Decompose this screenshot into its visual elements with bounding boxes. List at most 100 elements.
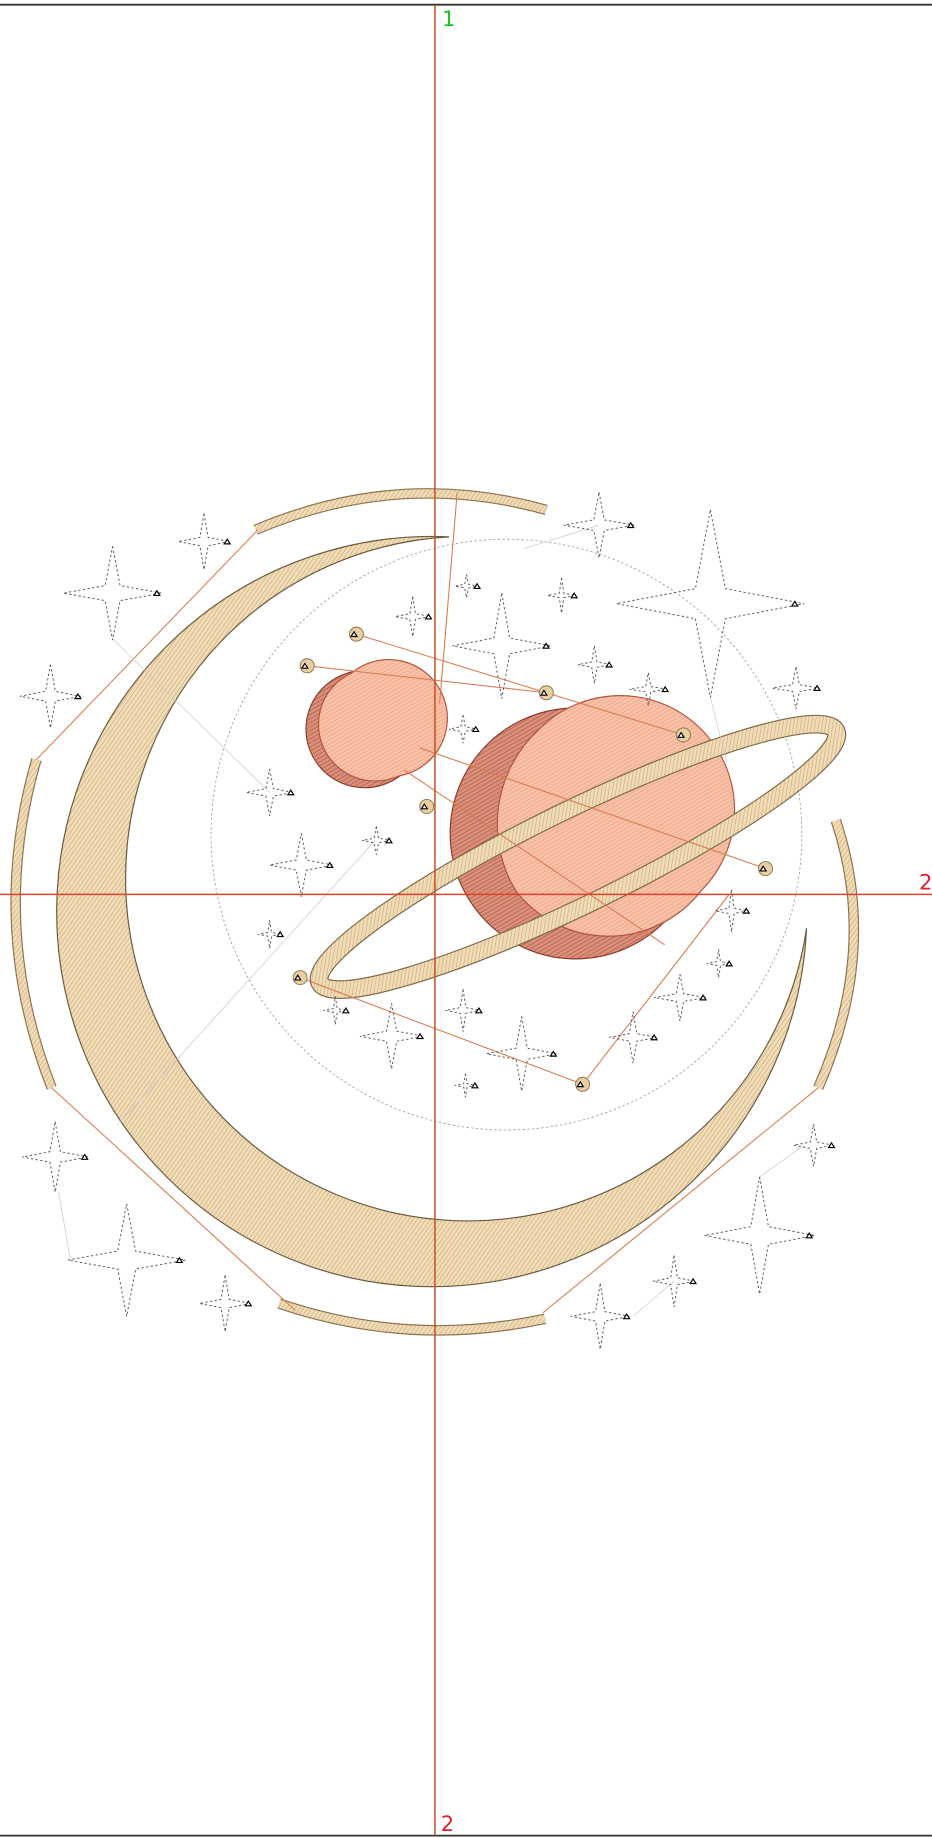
star — [454, 574, 479, 598]
star — [269, 833, 334, 897]
star-node — [473, 582, 482, 590]
star-node — [384, 837, 393, 844]
bead — [757, 861, 773, 877]
star — [362, 826, 391, 855]
star — [67, 1203, 186, 1317]
arc-right-fill — [814, 819, 858, 1090]
star-node — [416, 1032, 425, 1040]
star-node — [175, 1256, 184, 1264]
star — [445, 989, 481, 1032]
star — [563, 492, 635, 559]
star — [394, 596, 431, 637]
arc-bottom-fill — [277, 1299, 546, 1335]
star — [199, 1275, 251, 1332]
star — [547, 577, 576, 614]
star — [772, 666, 820, 710]
bead — [299, 658, 315, 674]
star — [22, 1121, 89, 1193]
star — [570, 1283, 630, 1350]
outer-arcs — [10, 488, 860, 1336]
bead — [538, 685, 554, 701]
star — [704, 1176, 815, 1295]
arc-left-fill — [11, 758, 56, 1090]
bead-node — [677, 731, 686, 738]
star-node — [570, 592, 579, 599]
star — [454, 1073, 477, 1098]
star-node — [699, 994, 708, 1001]
small-planet-light — [317, 659, 449, 782]
connectors — [36, 492, 819, 1314]
star-node — [470, 1082, 479, 1089]
star-node — [286, 788, 295, 796]
star-node — [689, 1277, 698, 1285]
arc-top-fill — [253, 489, 548, 534]
bead-node — [576, 1080, 585, 1088]
star-node — [790, 600, 799, 607]
bead — [348, 626, 364, 642]
star — [715, 889, 749, 932]
travel-lines — [58, 524, 805, 1317]
star-node — [152, 589, 161, 597]
crescent-moon — [56, 535, 808, 1288]
star — [359, 1003, 424, 1070]
star — [246, 768, 294, 816]
star-node — [276, 930, 285, 938]
star — [19, 664, 82, 729]
star — [577, 645, 611, 684]
star-node — [813, 684, 822, 692]
star-node — [742, 907, 751, 914]
star-node — [605, 661, 614, 668]
star-node — [474, 1006, 483, 1014]
bead-node — [293, 974, 302, 981]
star-node — [622, 1312, 631, 1320]
star — [654, 974, 706, 1022]
star — [257, 920, 282, 949]
star — [629, 672, 668, 706]
star-node — [80, 1153, 89, 1160]
bead-node — [420, 803, 429, 810]
star-node — [725, 960, 734, 967]
bottom-guide-label: 2 — [441, 1811, 454, 1836]
beads — [292, 626, 773, 1092]
star-node — [325, 861, 334, 869]
star — [452, 593, 552, 699]
planet-ring — [310, 715, 846, 998]
star-node — [650, 1033, 659, 1041]
star — [616, 509, 805, 698]
vertical-guide-label: 1 — [442, 6, 455, 31]
star — [448, 714, 478, 744]
star — [793, 1124, 834, 1167]
bead — [292, 970, 308, 986]
star-node — [223, 538, 232, 545]
orbit-outline — [210, 538, 803, 1131]
star — [178, 513, 230, 570]
bead — [575, 1076, 591, 1092]
star — [609, 1011, 657, 1064]
star-node — [244, 1300, 253, 1307]
bead-node — [539, 689, 548, 696]
bead — [419, 798, 435, 814]
star — [63, 546, 162, 641]
star-node — [827, 1141, 836, 1149]
horizontal-guide-label: 2 — [919, 870, 932, 895]
bead — [675, 727, 691, 743]
star-node — [341, 1006, 350, 1014]
star-node — [805, 1232, 814, 1239]
star-node — [549, 1050, 558, 1057]
star-node — [626, 521, 635, 529]
bead-node — [350, 630, 359, 638]
star — [323, 996, 348, 1025]
star-node — [542, 642, 551, 649]
stars — [19, 492, 836, 1350]
star-node — [661, 685, 670, 693]
star — [486, 1016, 557, 1092]
bead-node — [300, 662, 309, 669]
bead-node — [759, 865, 768, 872]
star-node — [471, 725, 480, 733]
star — [706, 949, 731, 978]
star-node — [73, 692, 82, 700]
star — [652, 1255, 696, 1308]
star-node — [424, 613, 433, 620]
